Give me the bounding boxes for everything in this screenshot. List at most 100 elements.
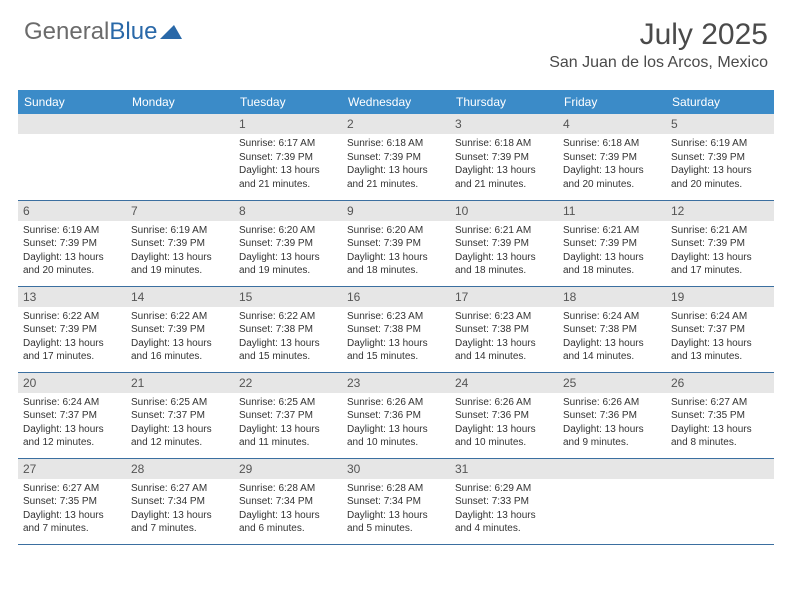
daylight-line: Daylight: 13 hours and 14 minutes. [455,337,553,364]
sunset-line: Sunset: 7:38 PM [239,323,337,337]
sunrise-line: Sunrise: 6:23 AM [347,310,445,324]
day-number: 10 [450,201,558,221]
day-details: Sunrise: 6:25 AMSunset: 7:37 PMDaylight:… [234,393,342,453]
day-details: Sunrise: 6:23 AMSunset: 7:38 PMDaylight:… [342,307,450,367]
sunrise-line: Sunrise: 6:26 AM [455,396,553,410]
sunrise-line: Sunrise: 6:19 AM [23,224,121,238]
day-cell: 18Sunrise: 6:24 AMSunset: 7:38 PMDayligh… [558,286,666,372]
day-number: 22 [234,373,342,393]
sunset-line: Sunset: 7:39 PM [239,151,337,165]
sunrise-line: Sunrise: 6:22 AM [131,310,229,324]
sunset-line: Sunset: 7:35 PM [671,409,769,423]
daylight-line: Daylight: 13 hours and 21 minutes. [239,164,337,191]
calendar-table: SundayMondayTuesdayWednesdayThursdayFrid… [18,90,774,545]
weekday-header: Friday [558,90,666,114]
calendar-week-row: 27Sunrise: 6:27 AMSunset: 7:35 PMDayligh… [18,458,774,544]
sunset-line: Sunset: 7:39 PM [239,237,337,251]
sunrise-line: Sunrise: 6:18 AM [347,137,445,151]
day-cell: 3Sunrise: 6:18 AMSunset: 7:39 PMDaylight… [450,114,558,200]
sunset-line: Sunset: 7:39 PM [347,151,445,165]
empty-day-number [18,114,126,134]
calendar-week-row: 1Sunrise: 6:17 AMSunset: 7:39 PMDaylight… [18,114,774,200]
sunrise-line: Sunrise: 6:25 AM [239,396,337,410]
day-details: Sunrise: 6:24 AMSunset: 7:37 PMDaylight:… [666,307,774,367]
day-number: 29 [234,459,342,479]
day-number: 24 [450,373,558,393]
day-details: Sunrise: 6:19 AMSunset: 7:39 PMDaylight:… [18,221,126,281]
daylight-line: Daylight: 13 hours and 5 minutes. [347,509,445,536]
daylight-line: Daylight: 13 hours and 21 minutes. [347,164,445,191]
day-cell: 11 Sunrise: 6:21 AMSunset: 7:39 PMDayligh… [558,200,666,286]
sunrise-line: Sunrise: 6:24 AM [23,396,121,410]
day-number: 27 [18,459,126,479]
sunrise-line: Sunrise: 6:23 AM [455,310,553,324]
weekday-header: Wednesday [342,90,450,114]
daylight-line: Daylight: 13 hours and 18 minutes. [563,251,661,278]
day-cell: 31Sunrise: 6:29 AMSunset: 7:33 PMDayligh… [450,458,558,544]
calendar-body: 1Sunrise: 6:17 AMSunset: 7:39 PMDaylight… [18,114,774,544]
day-cell: 27Sunrise: 6:27 AMSunset: 7:35 PMDayligh… [18,458,126,544]
sunset-line: Sunset: 7:39 PM [671,237,769,251]
daylight-line: Daylight: 13 hours and 6 minutes. [239,509,337,536]
weekday-header: Tuesday [234,90,342,114]
day-details: Sunrise: 6:27 AMSunset: 7:34 PMDaylight:… [126,479,234,539]
daylight-line: Daylight: 13 hours and 14 minutes. [563,337,661,364]
day-number: 21 [126,373,234,393]
day-details: Sunrise: 6:19 AMSunset: 7:39 PMDaylight:… [666,134,774,194]
empty-day-number [666,459,774,479]
day-cell: 16Sunrise: 6:23 AMSunset: 7:38 PMDayligh… [342,286,450,372]
sunrise-line: Sunrise: 6:22 AM [239,310,337,324]
day-cell: 29Sunrise: 6:28 AMSunset: 7:34 PMDayligh… [234,458,342,544]
sunset-line: Sunset: 7:33 PM [455,495,553,509]
weekday-header: Thursday [450,90,558,114]
day-details: Sunrise: 6:20 AMSunset: 7:39 PMDaylight:… [342,221,450,281]
day-number: 28 [126,459,234,479]
sunset-line: Sunset: 7:39 PM [23,323,121,337]
sunset-line: Sunset: 7:38 PM [347,323,445,337]
day-number: 30 [342,459,450,479]
day-cell: 28Sunrise: 6:27 AMSunset: 7:34 PMDayligh… [126,458,234,544]
sunrise-line: Sunrise: 6:20 AM [239,224,337,238]
weekday-header: Monday [126,90,234,114]
day-details: Sunrise: 6:23 AMSunset: 7:38 PMDaylight:… [450,307,558,367]
day-number: 6 [18,201,126,221]
sunset-line: Sunset: 7:39 PM [671,151,769,165]
sunrise-line: Sunrise: 6:29 AM [455,482,553,496]
daylight-line: Daylight: 13 hours and 9 minutes. [563,423,661,450]
logo-blue-text: Blue [109,18,157,46]
day-details: Sunrise: 6:18 AMSunset: 7:39 PMDaylight:… [450,134,558,194]
daylight-line: Daylight: 13 hours and 18 minutes. [455,251,553,278]
calendar-header-row: SundayMondayTuesdayWednesdayThursdayFrid… [18,90,774,114]
day-number: 4 [558,114,666,134]
daylight-line: Daylight: 13 hours and 17 minutes. [23,337,121,364]
calendar-week-row: 13Sunrise: 6:22 AMSunset: 7:39 PMDayligh… [18,286,774,372]
day-number: 11 [558,201,666,221]
day-details: Sunrise: 6:24 AMSunset: 7:38 PMDaylight:… [558,307,666,367]
day-cell: 22Sunrise: 6:25 AMSunset: 7:37 PMDayligh… [234,372,342,458]
daylight-line: Daylight: 13 hours and 13 minutes. [671,337,769,364]
day-cell: 19Sunrise: 6:24 AMSunset: 7:37 PMDayligh… [666,286,774,372]
daylight-line: Daylight: 13 hours and 11 minutes. [239,423,337,450]
sunrise-line: Sunrise: 6:22 AM [23,310,121,324]
daylight-line: Daylight: 13 hours and 12 minutes. [131,423,229,450]
day-cell: 9Sunrise: 6:20 AMSunset: 7:39 PMDaylight… [342,200,450,286]
day-cell: 1Sunrise: 6:17 AMSunset: 7:39 PMDaylight… [234,114,342,200]
sunset-line: Sunset: 7:37 PM [671,323,769,337]
sunset-line: Sunset: 7:39 PM [131,323,229,337]
sunset-line: Sunset: 7:34 PM [131,495,229,509]
day-cell: 5Sunrise: 6:19 AMSunset: 7:39 PMDaylight… [666,114,774,200]
sunrise-line: Sunrise: 6:25 AM [131,396,229,410]
sunset-line: Sunset: 7:39 PM [23,237,121,251]
day-details: Sunrise: 6:22 AMSunset: 7:39 PMDaylight:… [18,307,126,367]
day-number: 3 [450,114,558,134]
day-cell: 30Sunrise: 6:28 AMSunset: 7:34 PMDayligh… [342,458,450,544]
day-cell: 10Sunrise: 6:21 AMSunset: 7:39 PMDayligh… [450,200,558,286]
sunrise-line: Sunrise: 6:21 AM [563,224,661,238]
sunrise-line: Sunrise: 6:28 AM [347,482,445,496]
sunset-line: Sunset: 7:39 PM [563,237,661,251]
day-details: Sunrise: 6:28 AMSunset: 7:34 PMDaylight:… [342,479,450,539]
empty-cell [558,458,666,544]
daylight-line: Daylight: 13 hours and 12 minutes. [23,423,121,450]
day-cell: 14Sunrise: 6:22 AMSunset: 7:39 PMDayligh… [126,286,234,372]
day-number: 5 [666,114,774,134]
